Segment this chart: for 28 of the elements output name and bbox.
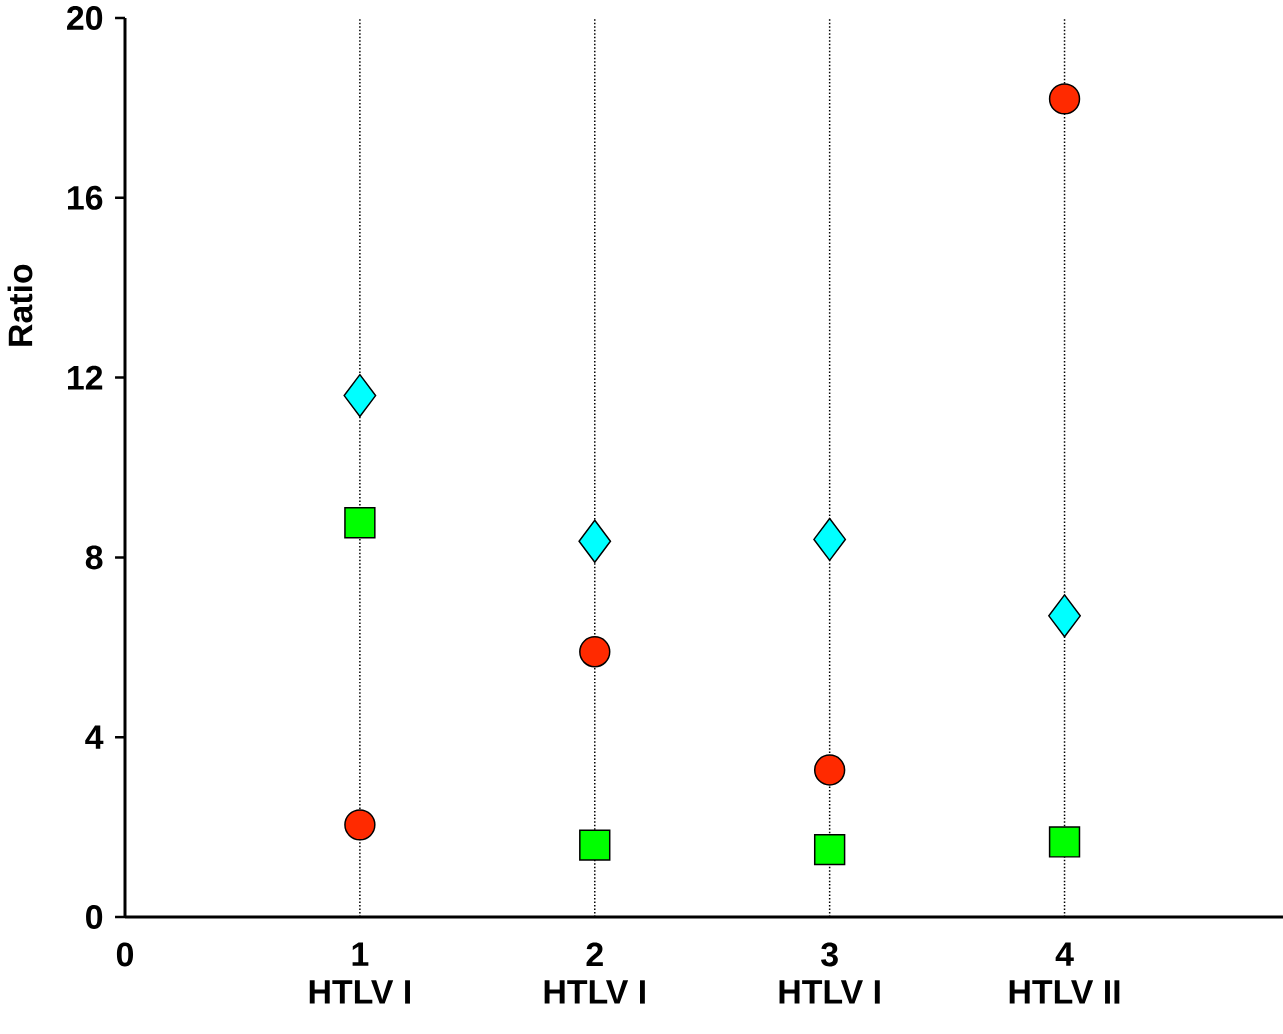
x-tick-label: 0 bbox=[116, 942, 134, 967]
y-tick-label: 12 bbox=[68, 365, 103, 390]
point bbox=[1048, 83, 1081, 115]
text: HTLV I bbox=[309, 980, 410, 1004]
x-tick-label: 2 bbox=[586, 942, 603, 967]
point bbox=[344, 809, 376, 841]
text: HTLV I bbox=[779, 980, 880, 1004]
point bbox=[344, 507, 376, 539]
text: HTLV II bbox=[1009, 980, 1120, 1004]
point bbox=[813, 754, 846, 786]
point bbox=[579, 829, 611, 861]
point bbox=[813, 833, 846, 866]
point bbox=[1048, 826, 1081, 858]
y-axis-title: Ratio bbox=[7, 264, 33, 346]
point bbox=[579, 636, 611, 668]
point bbox=[343, 373, 377, 418]
y-tick-label: 16 bbox=[68, 185, 103, 210]
y-tick-label: 20 bbox=[67, 5, 103, 30]
x-tick-label: 3 bbox=[821, 942, 838, 967]
x-tick-label: 1 bbox=[352, 942, 369, 966]
y-tick-label: 8 bbox=[85, 545, 103, 570]
y-tick-label: 4 bbox=[85, 725, 104, 749]
point bbox=[578, 519, 612, 563]
text: HTLV I bbox=[544, 980, 645, 1004]
point bbox=[813, 517, 847, 562]
x-tick-label: 4 bbox=[1055, 942, 1074, 966]
y-tick-label: 0 bbox=[86, 905, 103, 929]
point bbox=[1048, 594, 1081, 638]
